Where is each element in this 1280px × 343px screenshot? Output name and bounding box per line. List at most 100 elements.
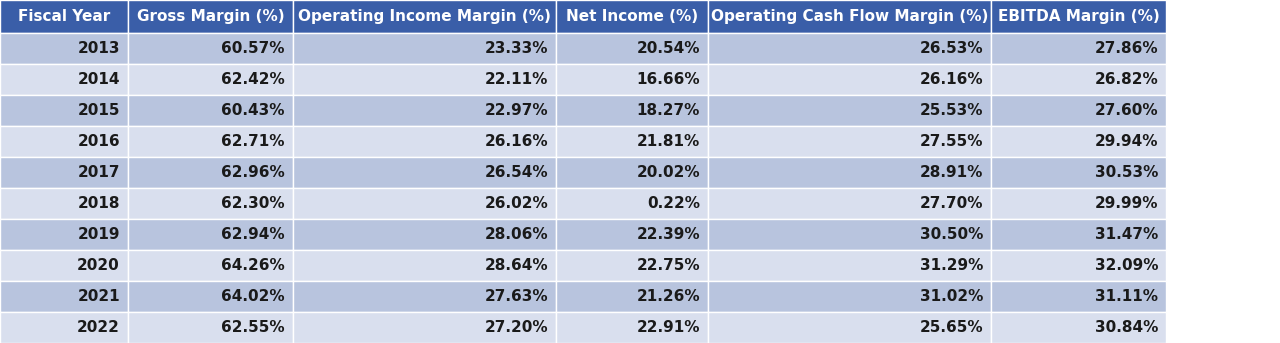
Text: 27.55%: 27.55% (919, 134, 983, 149)
Bar (128, 0, 293, 33)
Bar (991, 250, 1166, 281)
Text: 62.30%: 62.30% (221, 196, 285, 211)
Text: 25.53%: 25.53% (919, 103, 983, 118)
Bar (128, 312, 293, 343)
Text: 20.54%: 20.54% (636, 41, 700, 56)
Text: 26.82%: 26.82% (1094, 72, 1158, 87)
Text: Operating Income Margin (%): Operating Income Margin (%) (298, 9, 550, 24)
Text: 0.22%: 0.22% (646, 196, 700, 211)
Bar (708, 188, 991, 219)
Text: 2021: 2021 (77, 289, 120, 304)
Bar (708, 33, 991, 64)
Text: 21.81%: 21.81% (636, 134, 700, 149)
Bar (708, 157, 991, 188)
Text: 16.66%: 16.66% (636, 72, 700, 87)
Bar (128, 126, 293, 157)
Bar (0, 33, 128, 64)
Text: 2017: 2017 (78, 165, 120, 180)
Text: Gross Margin (%): Gross Margin (%) (137, 9, 284, 24)
Bar (293, 0, 556, 33)
Text: 28.06%: 28.06% (484, 227, 548, 242)
Bar (0, 281, 128, 312)
Text: 2014: 2014 (78, 72, 120, 87)
Bar (293, 219, 556, 250)
Text: 31.29%: 31.29% (919, 258, 983, 273)
Bar (556, 188, 708, 219)
Text: 22.97%: 22.97% (484, 103, 548, 118)
Bar (708, 126, 991, 157)
Bar (991, 126, 1166, 157)
Text: 2019: 2019 (78, 227, 120, 242)
Text: 26.16%: 26.16% (919, 72, 983, 87)
Bar (708, 64, 991, 95)
Bar (991, 188, 1166, 219)
Text: 62.55%: 62.55% (221, 320, 285, 335)
Bar (556, 95, 708, 126)
Bar (128, 219, 293, 250)
Bar (293, 33, 556, 64)
Text: 26.54%: 26.54% (484, 165, 548, 180)
Bar (0, 64, 128, 95)
Bar (128, 64, 293, 95)
Text: 2016: 2016 (77, 134, 120, 149)
Text: 20.02%: 20.02% (636, 165, 700, 180)
Text: 31.02%: 31.02% (919, 289, 983, 304)
Text: 60.57%: 60.57% (221, 41, 285, 56)
Bar (0, 157, 128, 188)
Bar (128, 33, 293, 64)
Bar (0, 0, 128, 33)
Bar (0, 250, 128, 281)
Bar (556, 281, 708, 312)
Text: 32.09%: 32.09% (1094, 258, 1158, 273)
Bar (0, 312, 128, 343)
Text: 21.26%: 21.26% (636, 289, 700, 304)
Text: 30.53%: 30.53% (1094, 165, 1158, 180)
Text: 31.47%: 31.47% (1094, 227, 1158, 242)
Text: 22.75%: 22.75% (636, 258, 700, 273)
Bar (293, 126, 556, 157)
Text: 62.94%: 62.94% (221, 227, 285, 242)
Text: 62.96%: 62.96% (221, 165, 285, 180)
Text: 27.70%: 27.70% (919, 196, 983, 211)
Text: 22.39%: 22.39% (636, 227, 700, 242)
Bar (556, 219, 708, 250)
Bar (708, 219, 991, 250)
Bar (556, 64, 708, 95)
Text: 2018: 2018 (78, 196, 120, 211)
Text: 29.94%: 29.94% (1094, 134, 1158, 149)
Text: 27.60%: 27.60% (1094, 103, 1158, 118)
Bar (293, 64, 556, 95)
Bar (991, 0, 1166, 33)
Bar (293, 312, 556, 343)
Bar (708, 0, 991, 33)
Bar (991, 64, 1166, 95)
Text: 27.63%: 27.63% (484, 289, 548, 304)
Bar (0, 188, 128, 219)
Bar (293, 95, 556, 126)
Bar (708, 281, 991, 312)
Bar (556, 312, 708, 343)
Text: 22.91%: 22.91% (636, 320, 700, 335)
Bar (293, 157, 556, 188)
Bar (0, 95, 128, 126)
Bar (293, 188, 556, 219)
Text: 2015: 2015 (78, 103, 120, 118)
Bar (128, 157, 293, 188)
Bar (708, 312, 991, 343)
Text: 25.65%: 25.65% (919, 320, 983, 335)
Bar (128, 281, 293, 312)
Text: 28.64%: 28.64% (484, 258, 548, 273)
Bar (556, 33, 708, 64)
Bar (556, 157, 708, 188)
Text: 27.20%: 27.20% (484, 320, 548, 335)
Bar (0, 126, 128, 157)
Bar (556, 126, 708, 157)
Text: 28.91%: 28.91% (919, 165, 983, 180)
Text: Operating Cash Flow Margin (%): Operating Cash Flow Margin (%) (710, 9, 988, 24)
Text: 26.02%: 26.02% (484, 196, 548, 211)
Text: 30.50%: 30.50% (919, 227, 983, 242)
Bar (0, 219, 128, 250)
Text: EBITDA Margin (%): EBITDA Margin (%) (997, 9, 1160, 24)
Bar (128, 250, 293, 281)
Bar (991, 33, 1166, 64)
